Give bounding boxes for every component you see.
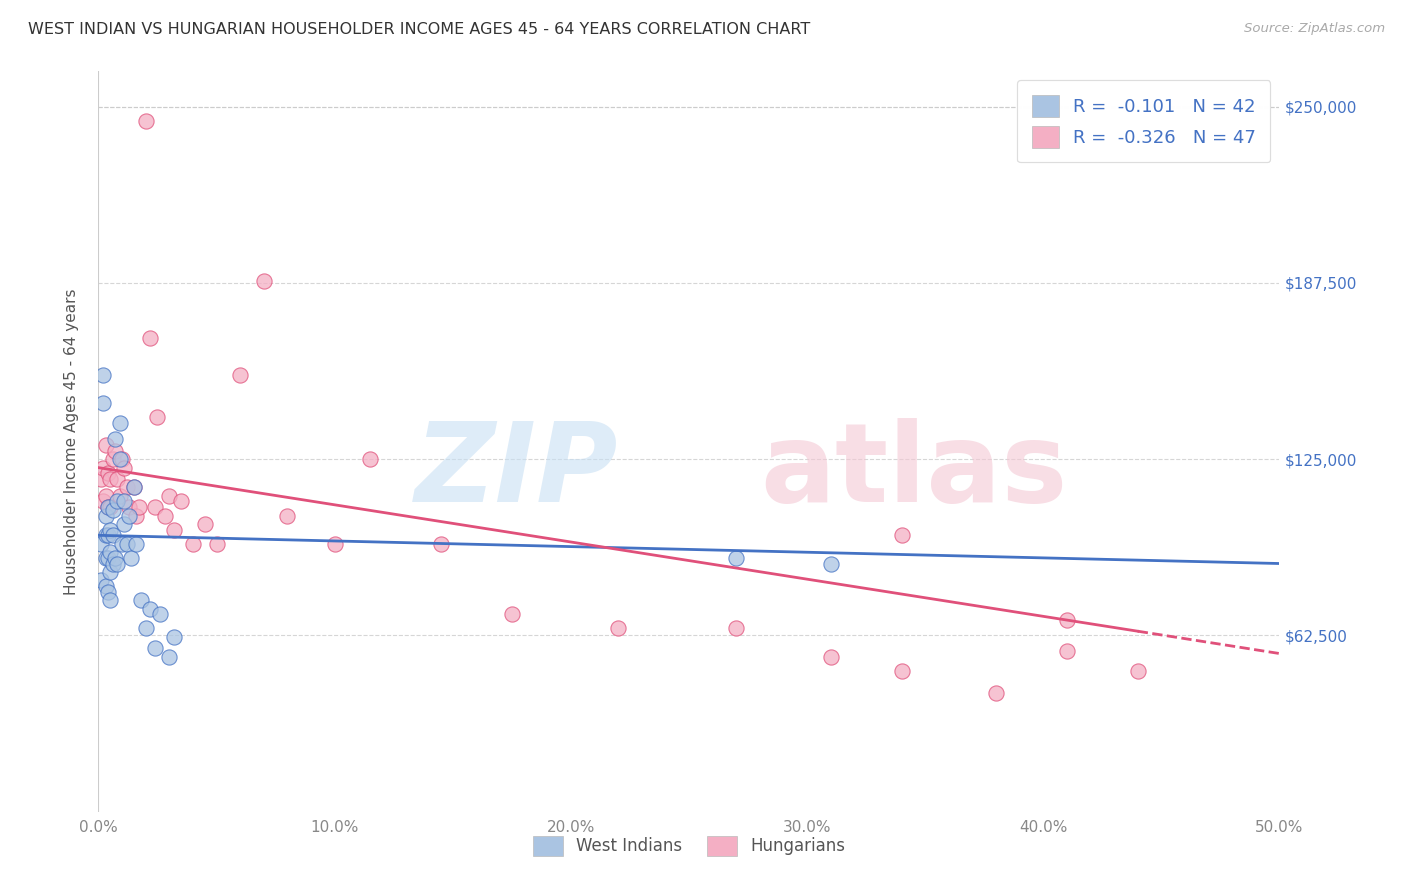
Point [890,528,912,542]
Point [98,593,121,607]
Point [101,528,124,542]
Point [91,368,114,382]
Point [129,593,152,607]
Point [104,433,127,447]
Point [94,550,117,565]
Point [984,686,1007,700]
Point [101,557,124,571]
Point [94,508,117,523]
Point [143,500,166,515]
Point [90,472,112,486]
Point [205,537,228,551]
Point [97,467,120,481]
Point [94,579,117,593]
Point [501,607,523,622]
Point [157,649,180,664]
Point [111,452,134,467]
Point [97,500,120,515]
Point [181,537,204,551]
Point [1056,644,1078,658]
Point [146,409,169,424]
Point [112,460,135,475]
Point [105,472,128,486]
Point [104,550,127,565]
Point [1056,613,1078,627]
Point [128,500,150,515]
Point [105,494,128,508]
Point [163,523,186,537]
Point [149,607,172,622]
Point [229,368,252,382]
Point [98,565,121,579]
Point [98,500,121,515]
Point [112,494,135,508]
Point [157,489,180,503]
Point [725,550,748,565]
Y-axis label: Householder Income Ages 45 - 64 years: Householder Income Ages 45 - 64 years [65,288,79,595]
Point [323,537,346,551]
Point [820,649,842,664]
Point [91,494,114,508]
Point [122,480,145,494]
Point [91,396,114,410]
Point [194,516,217,531]
Point [94,438,117,452]
Point [122,480,145,494]
Point [97,500,120,515]
Point [125,537,148,551]
Point [98,545,121,559]
Point [135,621,157,635]
Point [90,537,112,551]
Point [139,331,162,345]
Legend: West Indians, Hungarians: West Indians, Hungarians [526,829,852,863]
Point [170,494,193,508]
Point [115,537,138,551]
Text: Source: ZipAtlas.com: Source: ZipAtlas.com [1244,22,1385,36]
Point [97,550,120,565]
Text: WEST INDIAN VS HUNGARIAN HOUSEHOLDER INCOME AGES 45 - 64 YEARS CORRELATION CHART: WEST INDIAN VS HUNGARIAN HOUSEHOLDER INC… [28,22,810,37]
Point [112,516,135,531]
Point [890,664,912,678]
Point [121,550,143,565]
Point [97,528,120,542]
Point [153,508,176,523]
Point [143,641,166,656]
Point [98,472,121,486]
Point [607,621,630,635]
Point [94,528,117,542]
Point [253,275,276,289]
Point [108,489,131,503]
Point [115,480,138,494]
Point [101,503,124,517]
Point [105,557,128,571]
Point [135,113,157,128]
Text: atlas: atlas [759,417,1067,524]
Point [276,508,298,523]
Point [108,452,131,467]
Text: ZIP: ZIP [415,417,619,524]
Point [725,621,748,635]
Point [430,537,453,551]
Point [111,537,134,551]
Point [118,508,141,523]
Point [101,452,124,467]
Point [163,630,186,644]
Point [118,500,141,515]
Point [104,443,127,458]
Point [125,508,148,523]
Point [820,557,842,571]
Point [108,416,131,430]
Point [97,584,120,599]
Point [90,574,112,588]
Point [1126,664,1149,678]
Point [139,601,162,615]
Point [91,460,114,475]
Point [98,523,121,537]
Point [359,452,381,467]
Point [94,489,117,503]
